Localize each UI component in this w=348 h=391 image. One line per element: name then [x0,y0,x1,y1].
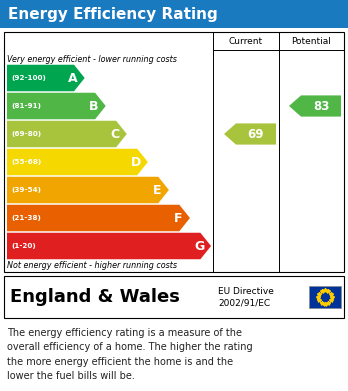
Text: A: A [68,72,78,84]
Text: E: E [153,183,161,197]
Text: (69-80): (69-80) [11,131,41,137]
Text: The energy efficiency rating is a measure of the
overall efficiency of a home. T: The energy efficiency rating is a measur… [7,328,253,381]
Polygon shape [7,121,127,147]
Text: 83: 83 [313,99,329,113]
Bar [0,0,348,28]
Polygon shape [224,124,276,145]
Text: Potential: Potential [292,36,331,45]
Text: Current: Current [229,36,263,45]
Text: (1-20): (1-20) [11,243,36,249]
Text: (81-91): (81-91) [11,103,41,109]
Polygon shape [7,205,190,231]
Text: (21-38): (21-38) [11,215,41,221]
Polygon shape [7,233,211,259]
Text: (55-68): (55-68) [11,159,41,165]
Text: C: C [110,127,119,140]
Text: 69: 69 [248,127,264,140]
Text: EU Directive
2002/91/EC: EU Directive 2002/91/EC [218,287,274,307]
Text: England & Wales: England & Wales [10,288,180,306]
Polygon shape [289,95,341,117]
Bar [4,276,344,318]
Polygon shape [7,149,148,175]
Polygon shape [7,65,85,91]
Text: F: F [174,212,182,224]
Text: Very energy efficient - lower running costs: Very energy efficient - lower running co… [7,54,177,63]
Text: B: B [89,99,98,113]
Text: D: D [131,156,141,169]
Text: Not energy efficient - higher running costs: Not energy efficient - higher running co… [7,262,177,271]
Text: (39-54): (39-54) [11,187,41,193]
Text: (92-100): (92-100) [11,75,46,81]
Polygon shape [7,93,106,119]
Text: G: G [194,240,204,253]
Polygon shape [7,177,169,203]
Bar [4,32,344,272]
Text: Energy Efficiency Rating: Energy Efficiency Rating [8,7,218,22]
Bar [309,286,341,308]
